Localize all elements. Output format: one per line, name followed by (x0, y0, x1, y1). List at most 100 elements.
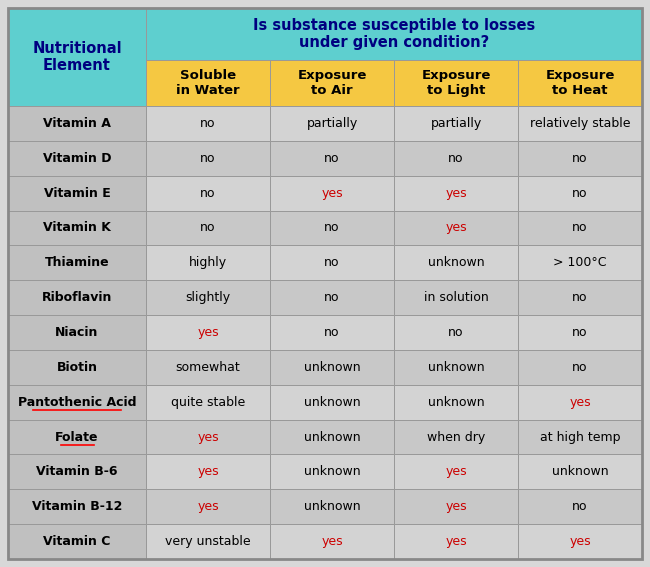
Bar (518, 489, 642, 524)
Text: Exposure
to Air: Exposure to Air (297, 69, 367, 97)
Text: no: no (572, 222, 588, 235)
Bar (394, 60, 518, 106)
Bar (146, 176, 270, 210)
Text: partially: partially (430, 117, 482, 130)
Text: Is substance susceptible to losses
under given condition?: Is substance susceptible to losses under… (253, 18, 535, 50)
Bar (8, 350, 146, 385)
Text: Exposure
to Heat: Exposure to Heat (545, 69, 615, 97)
Text: no: no (572, 326, 588, 339)
Bar (146, 350, 270, 385)
Text: no: no (200, 222, 216, 235)
Text: Soluble
in Water: Soluble in Water (176, 69, 240, 97)
Bar (270, 489, 394, 524)
Bar (518, 350, 642, 385)
Bar (270, 246, 394, 280)
Text: yes: yes (197, 326, 219, 339)
Text: unknown: unknown (304, 500, 360, 513)
Text: no: no (448, 152, 463, 165)
Bar (394, 210, 518, 246)
Bar (518, 280, 642, 315)
Bar (394, 106, 518, 141)
Text: unknown: unknown (304, 361, 360, 374)
Text: no: no (200, 187, 216, 200)
Bar (8, 246, 146, 280)
Text: yes: yes (197, 500, 219, 513)
Text: yes: yes (321, 535, 343, 548)
Bar (270, 350, 394, 385)
Text: unknown: unknown (304, 430, 360, 443)
Text: yes: yes (321, 187, 343, 200)
Bar (146, 315, 270, 350)
Text: highly: highly (189, 256, 227, 269)
Bar (270, 106, 394, 141)
Text: yes: yes (197, 430, 219, 443)
Text: unknown: unknown (552, 466, 608, 479)
Bar (394, 246, 518, 280)
Text: unknown: unknown (304, 466, 360, 479)
Bar (518, 141, 642, 176)
Text: no: no (324, 222, 340, 235)
Text: relatively stable: relatively stable (530, 117, 630, 130)
Bar (146, 524, 270, 559)
Text: no: no (572, 152, 588, 165)
Bar (270, 141, 394, 176)
Bar (146, 420, 270, 455)
Text: unknown: unknown (304, 396, 360, 409)
Text: Thiamine: Thiamine (45, 256, 109, 269)
Text: Exposure
to Light: Exposure to Light (421, 69, 491, 97)
Bar (270, 524, 394, 559)
Bar (394, 455, 518, 489)
Text: yes: yes (569, 535, 591, 548)
Bar (394, 524, 518, 559)
Bar (394, 489, 518, 524)
Text: yes: yes (445, 500, 467, 513)
Text: no: no (572, 291, 588, 304)
Bar (394, 420, 518, 455)
Bar (8, 8, 146, 106)
Text: Vitamin D: Vitamin D (43, 152, 111, 165)
Bar (270, 60, 394, 106)
Bar (518, 455, 642, 489)
Text: Nutritional
Element: Nutritional Element (32, 41, 122, 73)
Text: partially: partially (306, 117, 358, 130)
Bar (270, 315, 394, 350)
Bar (518, 176, 642, 210)
Bar (394, 385, 518, 420)
Text: no: no (324, 291, 340, 304)
Bar (8, 420, 146, 455)
Bar (394, 141, 518, 176)
Text: Vitamin C: Vitamin C (44, 535, 110, 548)
Bar (8, 489, 146, 524)
Text: no: no (324, 256, 340, 269)
Text: Vitamin E: Vitamin E (44, 187, 110, 200)
Bar (146, 246, 270, 280)
Bar (394, 315, 518, 350)
Text: Riboflavin: Riboflavin (42, 291, 112, 304)
Bar (8, 524, 146, 559)
Bar (8, 280, 146, 315)
Text: no: no (572, 361, 588, 374)
Bar (270, 176, 394, 210)
Text: unknown: unknown (428, 396, 484, 409)
Bar (518, 210, 642, 246)
Text: in solution: in solution (424, 291, 488, 304)
Text: no: no (200, 152, 216, 165)
Text: no: no (200, 117, 216, 130)
Bar (518, 385, 642, 420)
Text: unknown: unknown (428, 256, 484, 269)
Text: Pantothenic Acid: Pantothenic Acid (18, 396, 136, 409)
Text: at high temp: at high temp (540, 430, 620, 443)
Bar (8, 455, 146, 489)
Text: no: no (572, 500, 588, 513)
Text: Vitamin A: Vitamin A (43, 117, 111, 130)
Text: yes: yes (445, 222, 467, 235)
Text: yes: yes (445, 535, 467, 548)
Text: very unstable: very unstable (165, 535, 251, 548)
Bar (270, 455, 394, 489)
Text: somewhat: somewhat (176, 361, 240, 374)
Text: slightly: slightly (185, 291, 231, 304)
Text: yes: yes (445, 466, 467, 479)
Bar (146, 455, 270, 489)
Text: Vitamin B-6: Vitamin B-6 (36, 466, 118, 479)
Bar (8, 106, 146, 141)
